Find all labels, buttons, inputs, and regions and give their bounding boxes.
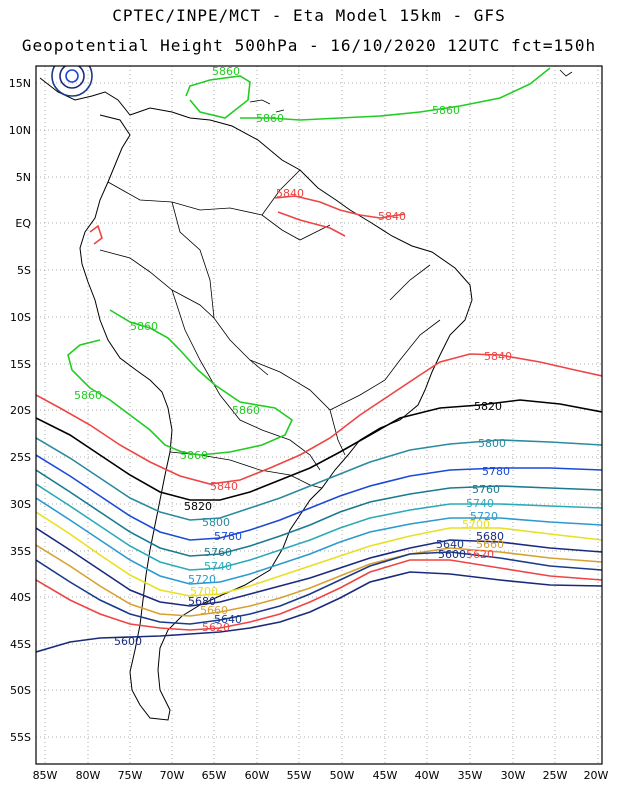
- lon-tick-label: 35W: [458, 769, 483, 782]
- contour-label-5640: 5640: [214, 613, 242, 626]
- lat-tick-label: 10S: [10, 311, 31, 324]
- islands: [249, 69, 573, 113]
- contour-label-5860: 5860: [180, 449, 208, 462]
- lat-tick-label: 15N: [9, 77, 31, 90]
- map-title: CPTEC/INPE/MCT - Eta Model 15km - GFS: [112, 6, 506, 25]
- lon-tick-label: 50W: [330, 769, 355, 782]
- lat-tick-label: 30S: [10, 498, 31, 511]
- lon-tick-label: 30W: [501, 769, 526, 782]
- lon-tick-label: 85W: [33, 769, 58, 782]
- grid-lines: [36, 66, 602, 764]
- lat-tick-label: 5N: [16, 171, 31, 184]
- contour-label-5840: 5840: [378, 210, 406, 223]
- contour-label-5860: 5860: [212, 65, 240, 78]
- contour-label-5600: 5600: [438, 548, 466, 561]
- contour-label-5760: 5760: [204, 546, 232, 559]
- contour-5840: [274, 195, 406, 237]
- lat-tick-label: 5S: [17, 264, 31, 277]
- lat-tick-label: EQ: [15, 217, 31, 230]
- coastline: [39, 77, 473, 721]
- contour-label-5680: 5680: [476, 530, 504, 543]
- map-subtitle: Geopotential Height 500hPa - 16/10/2020 …: [21, 36, 597, 55]
- lon-tick-label: 55W: [287, 769, 312, 782]
- contour-5820: [36, 399, 602, 501]
- contour-label-5840: 5840: [484, 350, 512, 363]
- lon-tick-label: 20W: [584, 769, 609, 782]
- contour-label-5700: 5700: [190, 585, 218, 598]
- contour-label-5780: 5780: [482, 465, 510, 478]
- contour-label-5700: 5700: [462, 518, 490, 531]
- contour-label-5620: 5620: [202, 621, 230, 634]
- contour-5860: [185, 67, 551, 121]
- lat-tick-label: 50S: [10, 684, 31, 697]
- lon-tick-label: 45W: [373, 769, 398, 782]
- lon-tick-label: 65W: [202, 769, 227, 782]
- contour-label-5860: 5860: [130, 320, 158, 333]
- lat-tick-label: 55S: [10, 731, 31, 744]
- contour-label-5720: 5720: [188, 573, 216, 586]
- contour-label-5740: 5740: [466, 497, 494, 510]
- contour-label-5780: 5780: [214, 530, 242, 543]
- contour-label-5640: 5640: [436, 538, 464, 551]
- lon-tick-label: 75W: [118, 769, 143, 782]
- contour-label-5860: 5860: [74, 389, 102, 402]
- contour-label-5820: 5820: [184, 500, 212, 513]
- contour-label-5800: 5800: [202, 516, 230, 529]
- contour-label-5660: 5660: [476, 538, 504, 551]
- contour-label-5800: 5800: [478, 437, 506, 450]
- lon-tick-label: 60W: [245, 769, 270, 782]
- country-borders: [99, 169, 441, 489]
- contour-label-5720: 5720: [470, 510, 498, 523]
- lat-tick-labels: 15N 10N 5N EQ 5S 10S 15S 20S 25S 30S 35S…: [9, 77, 32, 744]
- lat-tick-label: 45S: [10, 638, 31, 651]
- contour-label-5600: 5600: [114, 635, 142, 648]
- contour-label-5860: 5860: [256, 112, 284, 125]
- lon-tick-label: 80W: [76, 769, 101, 782]
- contour-labels: 5860 5860 5860 5860 5860 5860 5860 5840 …: [74, 65, 512, 648]
- lat-tick-label: 35S: [10, 545, 31, 558]
- contour-label-5840: 5840: [210, 480, 238, 493]
- contour-label-5620: 5620: [466, 548, 494, 561]
- contour-label-5660: 5660: [200, 604, 228, 617]
- contour-label-5860: 5860: [432, 104, 460, 117]
- lon-tick-label: 25W: [543, 769, 568, 782]
- lat-tick-label: 25S: [10, 451, 31, 464]
- lat-tick-label: 40S: [10, 591, 31, 604]
- contour-label-5760: 5760: [472, 483, 500, 496]
- contour-label-5680: 5680: [188, 595, 216, 608]
- map-frame: [35, 65, 603, 765]
- lon-tick-labels: 85W 80W 75W 70W 65W 60W 55W 50W 45W 40W …: [33, 769, 609, 782]
- contour-lines: [36, 66, 602, 653]
- contour-label-5840: 5840: [276, 187, 304, 200]
- lat-tick-label: 20S: [10, 404, 31, 417]
- lat-tick-label: 10N: [9, 124, 31, 137]
- contour-label-5740: 5740: [204, 560, 232, 573]
- lat-tick-label: 15S: [10, 358, 31, 371]
- lon-tick-label: 70W: [160, 769, 185, 782]
- contour-label-5860: 5860: [232, 404, 260, 417]
- lon-tick-label: 40W: [415, 769, 440, 782]
- contour-label-5820: 5820: [474, 400, 502, 413]
